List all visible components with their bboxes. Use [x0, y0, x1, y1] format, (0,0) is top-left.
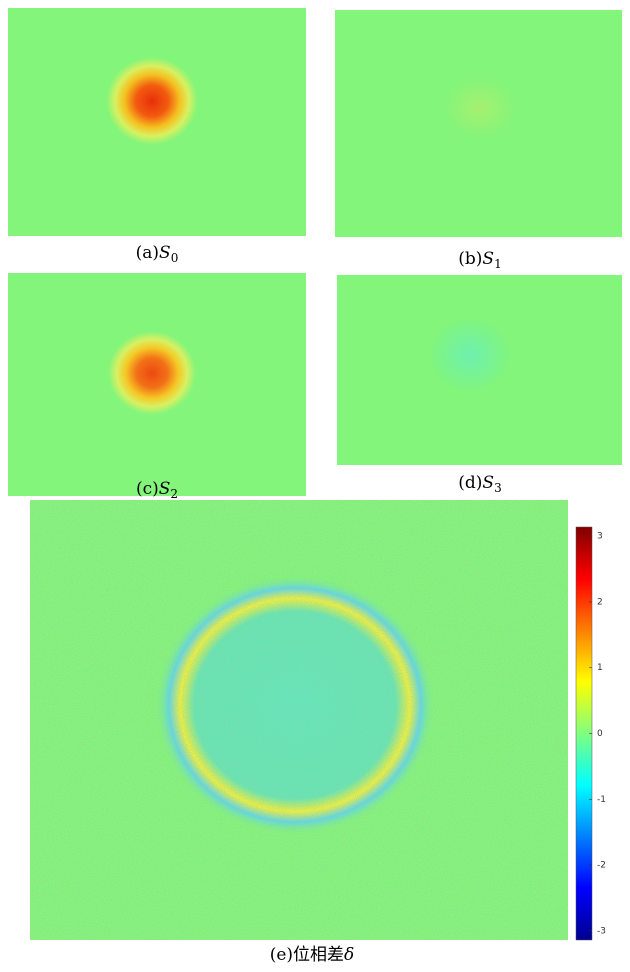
- caption-c: (c)S2: [136, 479, 178, 501]
- caption-a: (a)S0: [136, 243, 179, 265]
- intensity-spot: [442, 76, 518, 140]
- colorbar-tick-label: 1: [597, 663, 603, 673]
- colorbar-tick-label: 3: [597, 532, 603, 542]
- colorbar-tick-label: -1: [597, 795, 606, 805]
- colorbar-tick-label: 2: [597, 597, 603, 607]
- caption-d: (d)S3: [458, 473, 501, 495]
- colorbar-tick-label: -2: [597, 861, 606, 871]
- colorbar-tick-label: 0: [597, 729, 603, 739]
- intensity-spot: [108, 331, 196, 415]
- intensity-spot: [428, 317, 512, 393]
- colorbar-tick-label: -3: [597, 926, 606, 936]
- caption-e: (e)位相差δ: [270, 945, 355, 965]
- caption-b: (b)S1: [458, 249, 501, 271]
- phase-noise: [30, 500, 568, 940]
- intensity-spot: [106, 57, 198, 145]
